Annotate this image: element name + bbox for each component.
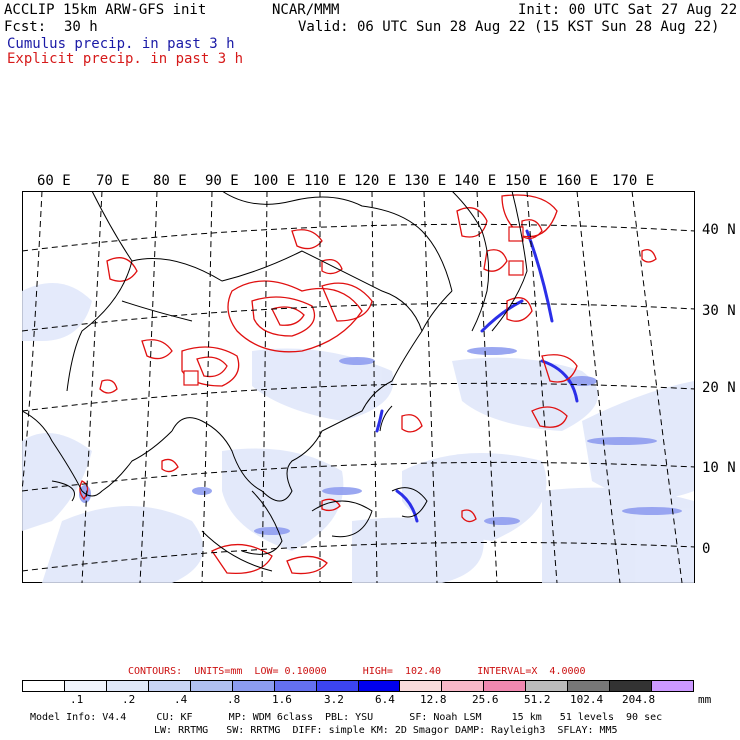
color-scale-cell [23,681,65,691]
scale-tick-label: 3.2 [324,693,344,706]
color-scale [22,680,694,692]
init-time: Init: 00 UTC Sat 27 Aug 22 [518,2,738,18]
scale-tick-label: 6.4 [375,693,395,706]
color-scale-cell [274,681,317,691]
scale-tick-label: 102.4 [570,693,604,706]
color-scale-cell [526,681,569,691]
lat-label: 20 N [702,380,736,396]
color-scale-cell [232,681,275,691]
scale-tick-label: .1 [70,693,84,706]
lon-label: 60 E [37,173,71,189]
lat-label: 0 [702,541,711,557]
scale-tick-label: .4 [174,693,188,706]
valid-time: Valid: 06 UTC Sun 28 Aug 22 (15 KST Sun … [298,19,720,35]
forecast-label: Fcst: [4,19,47,35]
scale-tick-label: 25.6 [472,693,499,706]
lat-label: 30 N [702,303,736,319]
color-scale-cell [484,681,527,691]
color-scale-cell [64,681,107,691]
lon-label: 150 E [505,173,548,189]
color-scale-cell [148,681,191,691]
explicit-legend: Explicit precip. in past 3 h [7,51,244,67]
scale-tick-label: 204.8 [622,693,656,706]
precip-map [22,191,695,583]
scale-tick-label: 1.6 [272,693,292,706]
scale-tick-label: .8 [227,693,241,706]
lat-lon-grid [22,191,695,583]
lon-label: 70 E [96,173,130,189]
color-scale-cell [190,681,233,691]
color-scale-cell [568,681,611,691]
scale-tick-label: 12.8 [420,693,447,706]
lon-label: 120 E [354,173,397,189]
color-scale-cell [358,681,401,691]
lon-label: 170 E [612,173,655,189]
max-precip-markers [183,226,524,386]
lat-label: 40 N [702,222,736,238]
cumulus-legend: Cumulus precip. in past 3 h [7,36,235,52]
lon-label: 130 E [404,173,447,189]
lat-label: 10 N [702,460,736,476]
scale-tick-label: 51.2 [524,693,551,706]
color-scale-cell [400,681,443,691]
center-label: NCAR/MMM [272,2,340,18]
color-scale-cell [106,681,149,691]
color-scale-cell [316,681,359,691]
model-title: ACCLIP 15km ARW-GFS init [4,2,207,18]
lon-label: 90 E [205,173,239,189]
scale-units: mm [698,693,712,706]
color-scale-cell [610,681,653,691]
lon-label: 100 E [253,173,296,189]
model-info-line1: Model Info: V4.4 CU: KF MP: WDM 6class P… [30,712,663,723]
lon-label: 110 E [304,173,347,189]
forecast-hour: 30 h [64,19,98,35]
lon-label: 140 E [454,173,497,189]
scale-tick-label: .2 [122,693,136,706]
model-info-line2: LW: RRTMG SW: RRTMG DIFF: simple KM: 2D … [154,725,618,736]
color-scale-cell [652,681,693,691]
medium-precip-streaks [79,347,682,535]
lon-label: 80 E [153,173,187,189]
lon-label: 160 E [556,173,599,189]
color-scale-cell [442,681,485,691]
contours-info: CONTOURS: UNITS=mm LOW= 0.10000 HIGH= 10… [128,666,586,677]
